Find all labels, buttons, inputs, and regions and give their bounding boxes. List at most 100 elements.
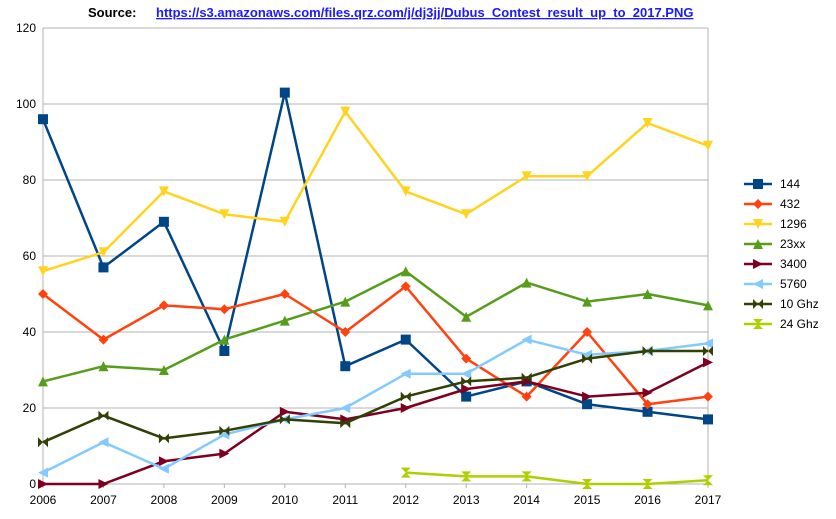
point-144-2013 (461, 391, 472, 402)
point-24-ghz-2012 (400, 467, 411, 478)
series-line-23xx (42, 269, 709, 383)
point-24-ghz-2016 (642, 479, 653, 489)
grid-lines (43, 27, 708, 485)
point-23xx-2012 (400, 266, 411, 277)
legend-label-144: 144 (780, 177, 800, 191)
legend-marker-3400 (753, 259, 763, 269)
point-10-ghz-2007 (98, 410, 109, 421)
point-10-ghz-2012 (400, 391, 411, 402)
point-432-2016 (642, 399, 653, 410)
series-1296 (38, 106, 713, 277)
y-tick-label-40: 40 (23, 325, 37, 339)
point-10-ghz-2015 (582, 353, 593, 364)
series-3400 (38, 357, 713, 489)
y-tick-label-120: 120 (16, 21, 36, 35)
legend: 144 432 1296 23xx 3400 5760 10 Ghz 24 Ghz (744, 177, 819, 331)
point-432-2015 (582, 327, 593, 337)
point-10-ghz-2010 (279, 414, 290, 425)
point-3400-2017 (703, 357, 713, 368)
point-5760-2017 (703, 338, 713, 349)
point-1296-2009 (219, 209, 230, 220)
point-1296-2007 (98, 247, 109, 258)
legend-label-5760: 5760 (780, 277, 807, 291)
series-10-ghz (38, 346, 713, 448)
point-1296-2015 (582, 171, 593, 182)
legend-marker-10-ghz (753, 299, 763, 309)
legend-item-144: 144 (744, 177, 800, 191)
point-3400-2009 (219, 448, 230, 459)
legend-item-432: 432 (744, 197, 800, 211)
point-144-2012 (400, 334, 411, 345)
point-24-ghz-2014 (521, 471, 532, 482)
legend-item-10-ghz: 10 Ghz (744, 297, 819, 311)
x-tick-label-2010: 2010 (271, 493, 298, 507)
legend-item-3400: 3400 (744, 257, 807, 271)
legend-label-1296: 1296 (780, 217, 807, 231)
legend-label-23xx: 23xx (780, 237, 805, 251)
point-144-2011 (340, 361, 351, 372)
point-144-2017 (703, 414, 713, 425)
y-tick-label-80: 80 (23, 173, 37, 187)
point-144-2007 (98, 262, 109, 273)
point-10-ghz-2011 (340, 418, 351, 429)
x-tick-label-2006: 2006 (30, 493, 57, 507)
point-1296-2017 (703, 140, 713, 151)
series-line-24-ghz (405, 471, 709, 486)
point-432-2014 (521, 391, 532, 402)
x-tick-label-2009: 2009 (211, 493, 238, 507)
x-tick-label-2016: 2016 (634, 493, 661, 507)
legend-marker-5760 (753, 279, 763, 289)
point-3400-2015 (582, 391, 593, 402)
x-tick-label-2014: 2014 (513, 493, 540, 507)
series-line-432 (42, 285, 709, 406)
series-144 (38, 87, 713, 425)
legend-label-3400: 3400 (780, 257, 807, 271)
x-tick-labels: 2006 2007 2008 2009 2010 2011 2012 2013 2014 2015… (30, 493, 722, 507)
point-5760-2006 (38, 467, 48, 478)
series-line-3400 (43, 361, 709, 486)
point-23xx-2008 (158, 365, 169, 375)
source-link[interactable]: https://s3.amazonaws.com/files.qrz.com/j… (156, 5, 693, 20)
y-tick-label-60: 60 (23, 249, 37, 263)
point-10-ghz-2016 (642, 346, 653, 356)
point-23xx-2009 (219, 334, 230, 345)
point-3400-2007 (98, 479, 109, 489)
point-3400-2013 (461, 384, 472, 394)
point-10-ghz-2006 (38, 437, 48, 448)
point-144-2010 (279, 87, 290, 98)
point-10-ghz-2008 (158, 433, 169, 444)
point-432-2017 (703, 391, 713, 402)
source-label: Source: (88, 5, 136, 20)
series-23xx (38, 266, 713, 387)
point-432-2011 (340, 327, 351, 337)
point-1296-2014 (521, 171, 532, 182)
x-tick-label-2013: 2013 (453, 493, 480, 507)
point-10-ghz-2009 (219, 425, 230, 436)
point-23xx-2006 (38, 376, 48, 387)
point-1296-2013 (461, 209, 472, 220)
series-432 (38, 281, 713, 410)
legend-marker-23xx (753, 239, 763, 249)
point-23xx-2010 (279, 315, 290, 326)
series-line-5760 (42, 338, 709, 474)
point-24-ghz-2013 (461, 471, 472, 482)
series-line-144 (41, 91, 709, 421)
legend-marker-144 (753, 179, 763, 189)
point-5760-2008 (158, 463, 169, 474)
point-5760-2014 (521, 334, 532, 345)
point-23xx-2013 (461, 311, 472, 322)
point-3400-2012 (400, 403, 411, 413)
point-1296-2016 (642, 118, 653, 128)
series-lines (38, 87, 713, 489)
legend-label-24-ghz: 24 Ghz (780, 317, 819, 331)
x-tick-label-2011: 2011 (332, 493, 358, 507)
series-line-1296 (42, 110, 709, 273)
point-1296-2010 (279, 216, 290, 227)
axes (42, 28, 709, 488)
legend-label-432: 432 (780, 197, 800, 211)
x-tick-label-2017: 2017 (695, 493, 722, 507)
y-tick-label-100: 100 (16, 97, 36, 111)
legend-marker-1296 (753, 219, 763, 229)
point-432-2013 (461, 353, 472, 364)
point-144-2006 (38, 114, 48, 125)
